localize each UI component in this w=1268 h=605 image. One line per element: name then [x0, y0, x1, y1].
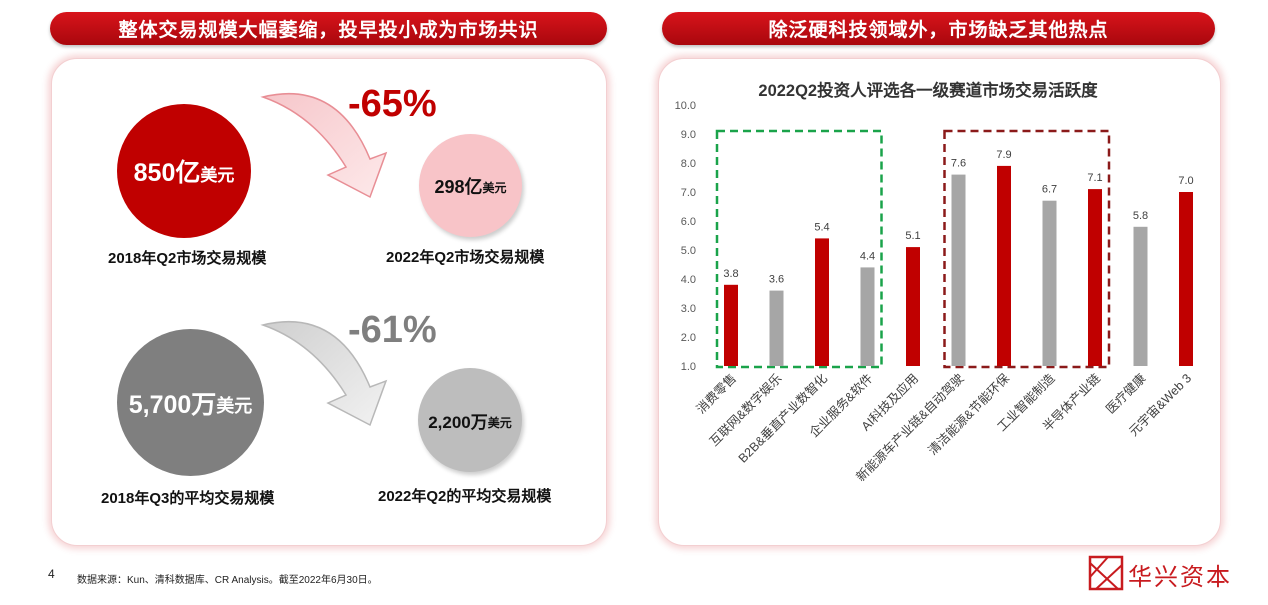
value-label-5: 7.6 [951, 158, 966, 170]
2022-q2-market-scale-unit: 美元 [482, 181, 507, 195]
value-label-4: 5.1 [905, 230, 920, 242]
transaction-scale-panel: -65% 850亿 美元 2018年Q2市场交易规模 298亿 美元 2022年Q2… [51, 58, 607, 546]
value-label-3: 4.4 [860, 250, 875, 262]
bar-5 [951, 174, 966, 366]
value-label-9: 5.8 [1133, 210, 1148, 222]
highlight-box-green [715, 129, 883, 369]
value-label-8: 7.1 [1087, 172, 1102, 184]
y-tick-label: 5.0 [681, 245, 696, 257]
y-tick-label: 9.0 [681, 129, 696, 141]
sector-activity-panel: 2022Q2投资人评选各一级赛道市场交易活跃度 1.0 2.0 3.0 4.0 5.0 6… [658, 58, 1221, 546]
x-axis-category-labels: 消费零售互联网&数字娱乐B2B&垂直产业数智化企业服务&软件AI科技及应用新能源… [693, 370, 1194, 484]
2018-q3-average-deal-unit: 美元 [216, 396, 253, 416]
bar-1 [769, 290, 784, 366]
y-tick-label: 10.0 [675, 100, 696, 112]
data-source-note: 数据来源：Kun、清科数据库、CR Analysis。截至2022年6月30日。 [77, 575, 378, 586]
top-decline-percent: -65% [348, 83, 437, 125]
y-tick-label: 3.0 [681, 303, 696, 315]
2018-q3-average-deal-caption: 2018年Q3的平均交易规模 [101, 490, 275, 507]
highlight-box-dark-red [943, 129, 1111, 369]
bar-10 [1179, 192, 1193, 366]
2018-q2-market-scale-unit: 美元 [200, 166, 235, 185]
bar-2 [815, 238, 829, 366]
decline-arrows [260, 93, 388, 427]
2022-q2-average-deal-value: 2,200万 [428, 412, 488, 432]
x-category-label-9: 医疗健康 [1103, 370, 1149, 416]
bottom-decline-arrow [260, 321, 388, 427]
bars [724, 165, 1193, 366]
2018-q2-market-scale-caption: 2018年Q2市场交易规模 [108, 250, 267, 267]
2018-q3-average-deal-circle: 5,700万 美元 [117, 329, 264, 476]
x-category-label-6: 清洁能源&节能环保 [926, 371, 1013, 458]
bar-6 [997, 165, 1011, 366]
bar-9 [1133, 226, 1148, 366]
value-label-1: 3.6 [769, 274, 784, 286]
company-logo-text: 华兴资本 [1128, 564, 1232, 591]
bar-4 [906, 247, 920, 366]
y-tick-label: 6.0 [681, 216, 696, 228]
chart-title: 2022Q2投资人评选各一级赛道市场交易活跃度 [758, 80, 1098, 100]
bar-8 [1088, 189, 1102, 366]
value-label-6: 7.9 [996, 149, 1011, 161]
page-number: 4 [48, 567, 55, 581]
bottom-decline-percent: -61% [348, 309, 437, 351]
2022-q2-market-scale-caption: 2022年Q2市场交易规模 [386, 249, 545, 266]
bar-7 [1042, 200, 1057, 366]
bar-0 [724, 284, 738, 366]
value-label-10: 7.0 [1178, 175, 1193, 187]
highlight-boxes [715, 129, 1111, 369]
2018-q2-market-scale-circle: 850亿 美元 [117, 104, 251, 238]
value-label-2: 5.4 [814, 221, 829, 233]
value-label-0: 3.8 [723, 268, 738, 280]
top-decline-arrow [260, 93, 388, 199]
y-axis: 1.0 2.0 3.0 4.0 5.0 6.0 7.0 8.0 9.0 10.0 [675, 100, 696, 373]
2022-q2-average-deal-circle: 2,200万 美元 [418, 368, 522, 472]
value-label-7: 6.7 [1042, 184, 1057, 196]
2018-q2-market-scale-value: 850亿 [133, 159, 201, 187]
y-tick-label: 8.0 [681, 158, 696, 170]
bar-3 [860, 267, 875, 366]
value-labels: 3.8 3.6 5.4 4.4 5.1 7.6 7.9 6.7 7.1 5.8 7.0 [723, 149, 1193, 286]
y-tick-label: 1.0 [681, 361, 696, 373]
y-tick-label: 7.0 [681, 187, 696, 199]
2022-q2-average-deal-unit: 美元 [487, 415, 512, 430]
2022-q2-market-scale-circle: 298亿 美元 [419, 134, 522, 237]
left-panel-banner: 整体交易规模大幅萎缩，投早投小成为市场共识 [50, 12, 607, 45]
x-category-label-2: B2B&垂直产业数智化 [735, 370, 830, 465]
2022-q2-market-scale-value: 298亿 [434, 176, 483, 197]
2022-q2-average-deal-caption: 2022年Q2的平均交易规模 [378, 488, 552, 505]
right-panel-banner: 除泛硬科技领域外，市场缺乏其他热点 [662, 12, 1215, 45]
y-tick-label: 4.0 [681, 274, 696, 286]
2018-q3-average-deal-value: 5,700万 [128, 390, 217, 419]
company-logo-icon [1088, 555, 1124, 591]
sector-activity-bar-chart: 2022Q2投资人评选各一级赛道市场交易活跃度 1.0 2.0 3.0 4.0 5.0 6… [675, 80, 1195, 484]
y-tick-label: 2.0 [681, 332, 696, 344]
x-category-label-0: 消费零售 [693, 371, 739, 417]
